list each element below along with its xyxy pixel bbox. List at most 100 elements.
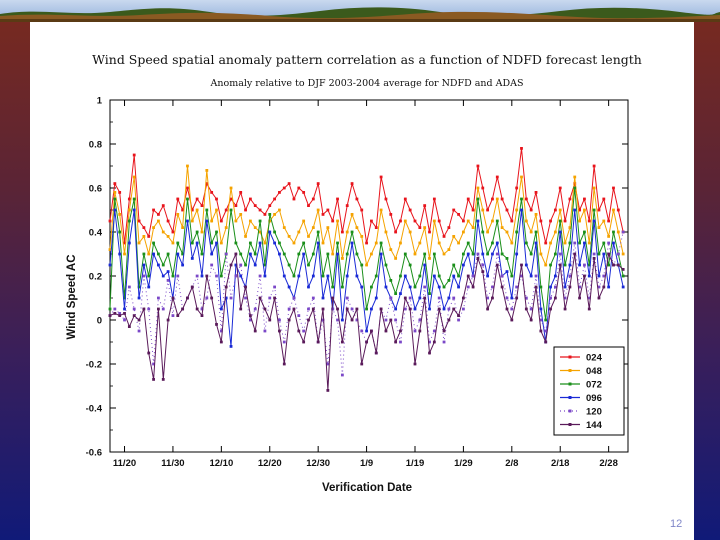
data-point bbox=[297, 186, 301, 190]
slide-number: 12 bbox=[670, 518, 683, 530]
data-point bbox=[273, 296, 276, 300]
data-point bbox=[113, 191, 117, 194]
data-point bbox=[326, 226, 330, 229]
data-point bbox=[113, 312, 117, 315]
data-point bbox=[423, 252, 427, 256]
chart-subtitle: Anomaly relative to DJF 2003-2004 averag… bbox=[210, 78, 524, 89]
data-point bbox=[466, 252, 470, 256]
series-line-096 bbox=[109, 209, 624, 347]
data-point bbox=[476, 219, 480, 223]
data-point bbox=[616, 230, 620, 234]
data-point bbox=[355, 318, 359, 322]
data-point bbox=[190, 208, 194, 212]
data-point bbox=[161, 274, 165, 278]
data-point bbox=[437, 219, 441, 223]
data-point bbox=[147, 235, 151, 238]
data-point bbox=[224, 285, 228, 289]
data-point bbox=[520, 274, 523, 278]
data-point bbox=[403, 307, 407, 311]
data-point bbox=[316, 230, 320, 234]
data-point bbox=[505, 208, 509, 212]
data-point bbox=[239, 252, 243, 256]
data-point bbox=[432, 219, 436, 223]
data-point bbox=[462, 307, 465, 311]
data-point bbox=[510, 241, 514, 245]
y-tick-label: -0.2 bbox=[86, 360, 102, 371]
data-point bbox=[365, 340, 368, 344]
data-point bbox=[316, 340, 320, 344]
data-point bbox=[389, 318, 393, 322]
data-point bbox=[287, 285, 291, 289]
data-point bbox=[500, 252, 504, 256]
data-point bbox=[524, 307, 528, 311]
data-point bbox=[432, 329, 436, 333]
data-point bbox=[326, 274, 330, 278]
data-point bbox=[534, 285, 538, 289]
data-point bbox=[374, 351, 378, 355]
data-point bbox=[495, 252, 499, 256]
data-point bbox=[573, 252, 577, 256]
data-point bbox=[413, 219, 417, 223]
data-point bbox=[273, 230, 276, 234]
data-point bbox=[219, 241, 223, 245]
data-point bbox=[471, 274, 475, 278]
data-point bbox=[127, 208, 131, 212]
data-point bbox=[166, 270, 170, 273]
data-point bbox=[389, 279, 393, 282]
data-point bbox=[587, 241, 591, 245]
data-point bbox=[476, 257, 480, 260]
data-point bbox=[287, 235, 291, 238]
data-point bbox=[161, 307, 165, 311]
data-point bbox=[578, 241, 581, 245]
data-point bbox=[244, 285, 247, 289]
data-point bbox=[602, 197, 606, 201]
plot-frame bbox=[109, 99, 629, 453]
legend-label-096: 096 bbox=[586, 393, 602, 404]
data-point bbox=[302, 191, 306, 194]
data-point bbox=[190, 219, 194, 223]
data-point bbox=[157, 307, 160, 311]
data-point bbox=[127, 219, 131, 223]
data-point bbox=[539, 252, 543, 256]
data-point bbox=[234, 274, 238, 278]
data-point bbox=[597, 208, 601, 212]
data-point bbox=[113, 197, 117, 201]
data-point bbox=[142, 307, 146, 311]
y-tick-label: 0.6 bbox=[89, 184, 102, 195]
data-point bbox=[123, 307, 126, 311]
data-point bbox=[152, 362, 155, 366]
data-point bbox=[336, 318, 339, 322]
data-point bbox=[302, 340, 306, 344]
data-point bbox=[311, 296, 315, 300]
data-point bbox=[437, 296, 441, 300]
data-point bbox=[244, 235, 247, 238]
data-point bbox=[592, 252, 596, 256]
data-point bbox=[244, 263, 247, 267]
data-point bbox=[157, 252, 160, 256]
data-point bbox=[350, 318, 354, 322]
data-point bbox=[389, 248, 393, 251]
data-point bbox=[578, 219, 581, 223]
data-point bbox=[108, 219, 112, 223]
data-point bbox=[529, 252, 533, 256]
data-point bbox=[515, 285, 519, 289]
data-point bbox=[423, 285, 427, 289]
data-point bbox=[166, 235, 170, 238]
data-point bbox=[210, 241, 214, 245]
data-point bbox=[326, 389, 330, 392]
data-point bbox=[486, 274, 490, 278]
data-point bbox=[195, 241, 199, 245]
x-tick-label: 1/29 bbox=[454, 458, 473, 469]
data-point bbox=[297, 230, 301, 234]
data-point bbox=[123, 252, 126, 256]
data-point bbox=[524, 263, 528, 267]
data-point bbox=[311, 226, 315, 229]
data-point bbox=[491, 219, 494, 223]
data-point bbox=[181, 263, 185, 267]
data-point bbox=[476, 186, 480, 190]
data-point bbox=[394, 318, 398, 322]
data-point bbox=[394, 307, 398, 311]
data-point bbox=[336, 307, 339, 311]
data-point bbox=[423, 263, 427, 267]
data-point bbox=[476, 252, 480, 256]
